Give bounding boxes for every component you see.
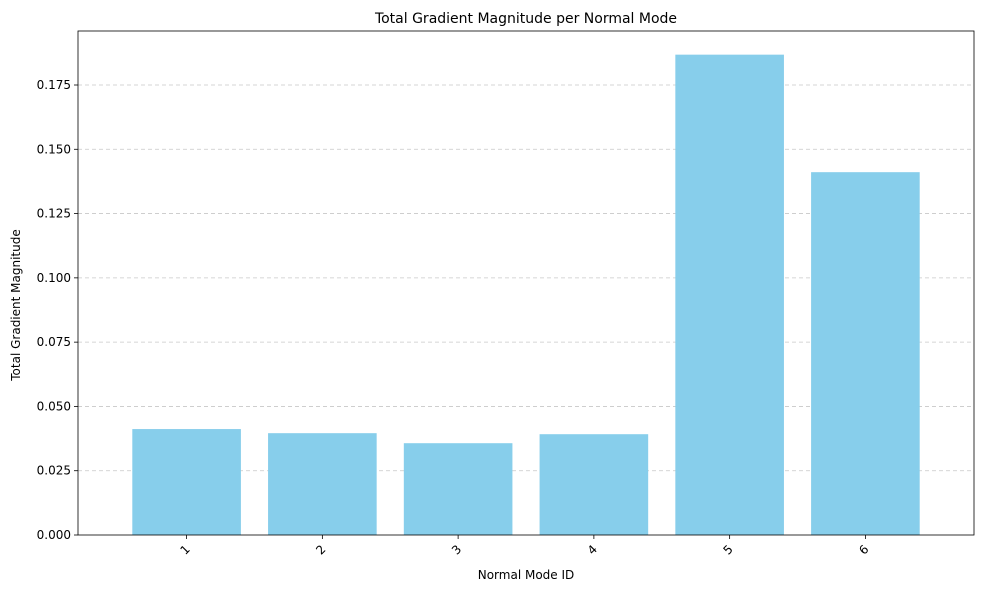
chart-title: Total Gradient Magnitude per Normal Mode — [374, 11, 677, 27]
y-ticks: 0.000 0.025 0.050 0.075 0.100 0.125 0.150 0.175 — [37, 78, 78, 542]
y-axis-title: Total Gradient Magnitude — [9, 229, 23, 381]
bar-mode-1 — [132, 429, 241, 535]
x-ticks: 1 2 3 4 5 6 — [177, 535, 872, 558]
bar-mode-6 — [811, 172, 920, 535]
x-tick-label: 1 — [177, 542, 192, 557]
bar-mode-5 — [675, 54, 784, 536]
x-tick-label: 3 — [449, 542, 464, 557]
bars — [132, 54, 920, 536]
x-axis-title: Normal Mode ID — [478, 568, 575, 582]
plot-frame — [77, 30, 975, 536]
y-tick-label: 0.075 — [37, 335, 71, 349]
bar-mode-2 — [268, 433, 377, 535]
x-tick-label: 4 — [585, 542, 600, 557]
y-tick-label: 0.000 — [37, 528, 71, 542]
y-tick-label: 0.150 — [37, 142, 71, 156]
bar-mode-3 — [403, 443, 513, 535]
x-tick-label: 6 — [856, 542, 871, 557]
grid-lines — [78, 84, 974, 472]
axes — [77, 30, 975, 536]
y-tick-label: 0.100 — [37, 271, 71, 285]
y-tick-label: 0.050 — [37, 399, 71, 413]
x-tick-label: 2 — [313, 542, 328, 557]
y-tick-label: 0.025 — [37, 464, 71, 478]
bar-mode-4 — [539, 434, 649, 535]
y-tick-label: 0.125 — [37, 207, 71, 221]
x-tick-label: 5 — [720, 542, 735, 557]
y-tick-label: 0.175 — [37, 78, 71, 92]
